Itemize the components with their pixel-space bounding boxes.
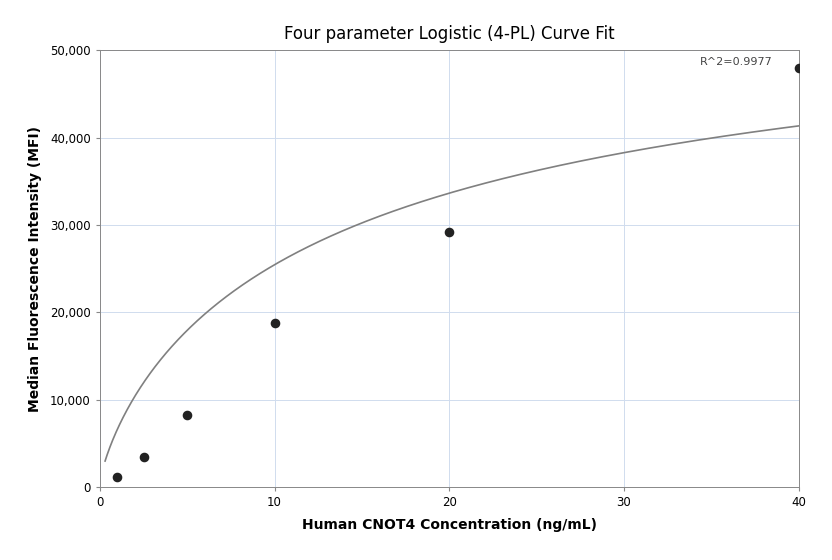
Title: Four parameter Logistic (4-PL) Curve Fit: Four parameter Logistic (4-PL) Curve Fit xyxy=(284,25,615,43)
Point xyxy=(443,227,456,236)
Point xyxy=(181,410,194,419)
Point xyxy=(136,452,151,461)
Point xyxy=(111,472,124,481)
Text: R^2=0.9977: R^2=0.9977 xyxy=(700,57,773,67)
Y-axis label: Median Fluorescence Intensity (MFI): Median Fluorescence Intensity (MFI) xyxy=(27,126,42,412)
Point xyxy=(792,63,805,72)
Point xyxy=(268,319,281,328)
X-axis label: Human CNOT4 Concentration (ng/mL): Human CNOT4 Concentration (ng/mL) xyxy=(302,517,597,531)
